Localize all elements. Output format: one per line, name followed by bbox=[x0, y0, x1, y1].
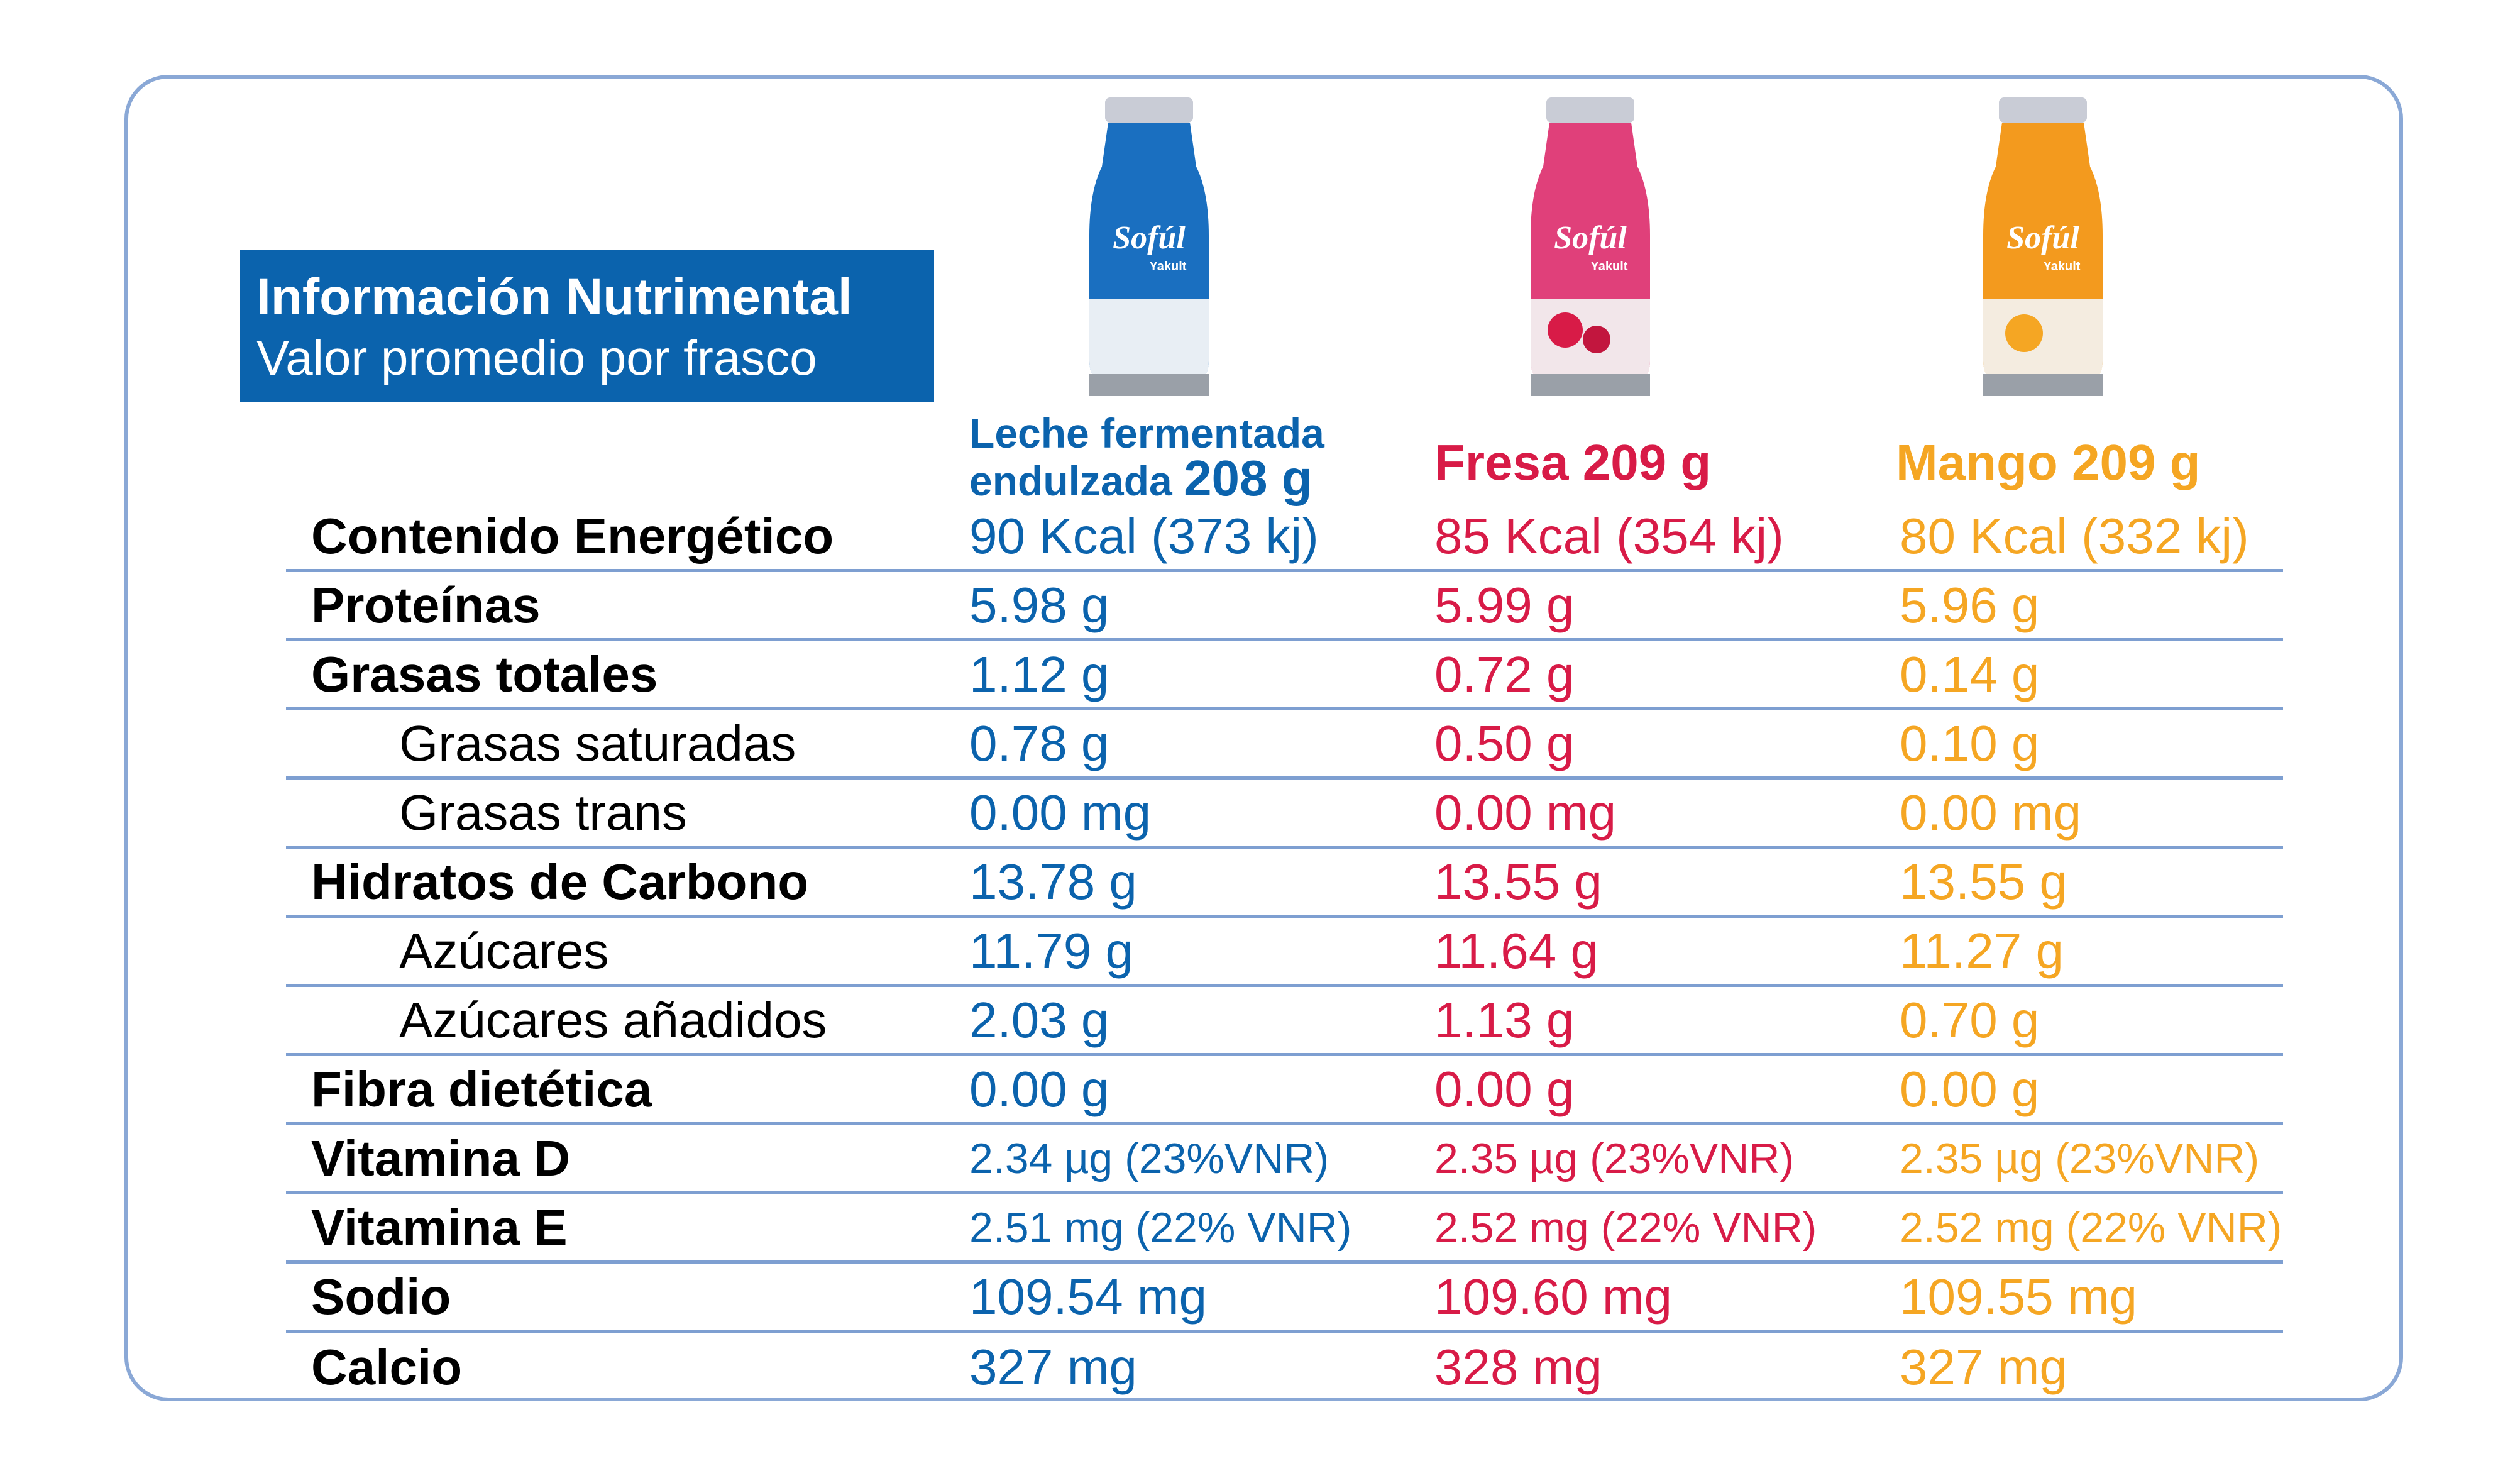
table-row: Vitamina D 2.34 µg (23%VNR) 2.35 µg (23%… bbox=[286, 1125, 2283, 1194]
value-strawberry: 2.35 µg (23%VNR) bbox=[1434, 1134, 1795, 1183]
row-label: Calcio bbox=[311, 1339, 463, 1395]
value-mango: 2.52 mg (22% VNR) bbox=[1900, 1203, 2282, 1252]
value-mango: 0.00 mg bbox=[1900, 784, 2082, 841]
bottle-brand-text: Sofúl bbox=[2006, 220, 2079, 256]
bottle-brand-text: Sofúl bbox=[1554, 220, 1627, 256]
header-milk: Leche fermentada endulzada 208 g bbox=[969, 411, 1324, 504]
value-strawberry: 85 Kcal (354 kj) bbox=[1434, 507, 1784, 564]
value-mango: 5.96 g bbox=[1900, 576, 2040, 633]
bottle-milk-image: Sofúl Yakult bbox=[1080, 97, 1218, 399]
value-strawberry: 2.52 mg (22% VNR) bbox=[1434, 1203, 1817, 1252]
table-row: Grasas saturadas 0.78 g 0.50 g 0.10 g bbox=[286, 710, 2283, 780]
row-label: Vitamina D bbox=[311, 1130, 570, 1186]
bottle-mango-image: Sofúl Yakult bbox=[1974, 97, 2112, 399]
value-milk: 11.79 g bbox=[969, 922, 1133, 979]
bottle-sub-text: Yakult bbox=[1150, 260, 1187, 273]
title-heading: Información Nutrimental bbox=[256, 268, 852, 326]
value-mango: 0.14 g bbox=[1900, 646, 2040, 702]
value-milk: 0.00 g bbox=[969, 1061, 1109, 1117]
table-row: Grasas totales 1.12 g 0.72 g 0.14 g bbox=[286, 641, 2283, 710]
value-milk: 0.78 g bbox=[969, 715, 1109, 771]
value-mango: 80 Kcal (332 kj) bbox=[1900, 507, 2249, 564]
header-strawberry: Fresa 209 g bbox=[1434, 434, 1712, 490]
value-milk: 327 mg bbox=[969, 1339, 1137, 1395]
row-label: Vitamina E bbox=[311, 1199, 568, 1255]
value-strawberry: 11.64 g bbox=[1434, 922, 1598, 979]
row-label: Fibra dietética bbox=[311, 1061, 652, 1117]
table-row: Azúcares 11.79 g 11.64 g 11.27 g bbox=[286, 918, 2283, 987]
header-milk-weight: 208 g bbox=[1184, 450, 1312, 506]
value-strawberry: 1.13 g bbox=[1434, 991, 1575, 1048]
value-mango: 11.27 g bbox=[1900, 922, 2064, 979]
header-milk-line1: Leche fermentada bbox=[969, 410, 1324, 456]
row-label: Sodio bbox=[311, 1268, 451, 1325]
value-mango: 0.00 g bbox=[1900, 1061, 2040, 1117]
value-milk: 2.03 g bbox=[969, 991, 1109, 1048]
table-row: Grasas trans 0.00 mg 0.00 mg 0.00 mg bbox=[286, 780, 2283, 849]
value-milk: 2.51 mg (22% VNR) bbox=[969, 1203, 1352, 1252]
row-label: Grasas totales bbox=[311, 646, 658, 702]
table-row: Fibra dietética 0.00 g 0.00 g 0.00 g bbox=[286, 1056, 2283, 1125]
table-row: Hidratos de Carbono 13.78 g 13.55 g 13.5… bbox=[286, 849, 2283, 918]
value-strawberry: 0.50 g bbox=[1434, 715, 1575, 771]
table-row: Azúcares añadidos 2.03 g 1.13 g 0.70 g bbox=[286, 987, 2283, 1056]
title-subheading: Valor promedio por frasco bbox=[256, 330, 817, 385]
row-label: Grasas saturadas bbox=[399, 715, 796, 771]
header-mango: Mango 209 g bbox=[1896, 434, 2201, 490]
value-milk: 2.34 µg (23%VNR) bbox=[969, 1134, 1329, 1183]
bottle-sub-text: Yakult bbox=[2044, 260, 2081, 273]
nutrition-card bbox=[124, 75, 2403, 1401]
row-label: Azúcares bbox=[399, 922, 609, 979]
value-mango: 2.35 µg (23%VNR) bbox=[1900, 1134, 2260, 1183]
bottle-sub-text: Yakult bbox=[1591, 260, 1628, 273]
row-label: Azúcares añadidos bbox=[399, 991, 827, 1048]
bottle-strawberry-image: Sofúl Yakult bbox=[1521, 97, 1659, 399]
value-strawberry: 0.72 g bbox=[1434, 646, 1575, 702]
table-row: Proteínas 5.98 g 5.99 g 5.96 g bbox=[286, 572, 2283, 641]
table-row: Calcio 327 mg 328 mg 327 mg bbox=[286, 1333, 2283, 1402]
row-label: Hidratos de Carbono bbox=[311, 853, 809, 910]
value-mango: 327 mg bbox=[1900, 1339, 2067, 1395]
title-box: Información Nutrimental Valor promedio p… bbox=[240, 250, 934, 402]
row-label: Grasas trans bbox=[399, 784, 687, 841]
value-mango: 13.55 g bbox=[1900, 853, 2067, 910]
table-row: Sodio 109.54 mg 109.60 mg 109.55 mg bbox=[286, 1264, 2283, 1333]
value-mango: 109.55 mg bbox=[1900, 1268, 2138, 1325]
value-strawberry: 5.99 g bbox=[1434, 576, 1575, 633]
value-milk: 0.00 mg bbox=[969, 784, 1152, 841]
value-milk: 90 Kcal (373 kj) bbox=[969, 507, 1319, 564]
header-milk-line2: endulzada 208 g bbox=[969, 450, 1312, 506]
row-label: Contenido Energético bbox=[311, 507, 834, 564]
value-milk: 13.78 g bbox=[969, 853, 1137, 910]
value-strawberry: 328 mg bbox=[1434, 1339, 1602, 1395]
value-milk: 109.54 mg bbox=[969, 1268, 1208, 1325]
value-strawberry: 0.00 g bbox=[1434, 1061, 1575, 1117]
value-milk: 1.12 g bbox=[969, 646, 1109, 702]
value-strawberry: 109.60 mg bbox=[1434, 1268, 1673, 1325]
value-strawberry: 0.00 mg bbox=[1434, 784, 1617, 841]
table-row: Contenido Energético 90 Kcal (373 kj) 85… bbox=[286, 503, 2283, 572]
table-row: Vitamina E 2.51 mg (22% VNR) 2.52 mg (22… bbox=[286, 1194, 2283, 1264]
value-strawberry: 13.55 g bbox=[1434, 853, 1602, 910]
row-label: Proteínas bbox=[311, 576, 541, 633]
value-milk: 5.98 g bbox=[969, 576, 1109, 633]
value-mango: 0.70 g bbox=[1900, 991, 2040, 1048]
bottle-brand-text: Sofúl bbox=[1113, 220, 1186, 256]
value-mango: 0.10 g bbox=[1900, 715, 2040, 771]
